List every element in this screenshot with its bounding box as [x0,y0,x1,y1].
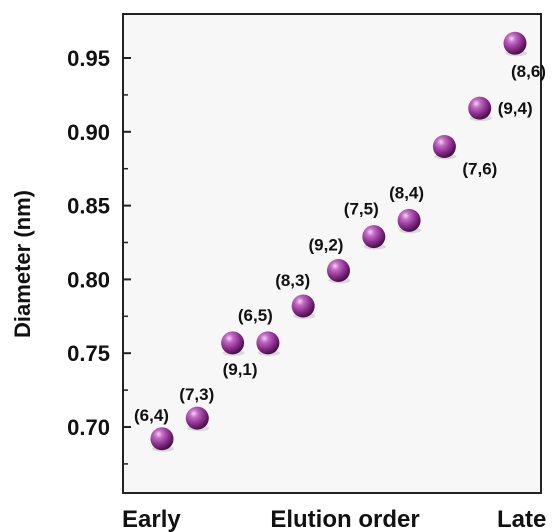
x-axis-title: Elution order [270,506,419,532]
data-point [397,208,421,232]
data-point [150,427,174,451]
data-point [468,96,492,120]
point-label: (7,5) [344,200,379,219]
point-label: (7,6) [462,160,497,179]
data-point [185,406,209,430]
data-point [432,135,456,159]
y-tick-label: 0.85 [67,194,110,219]
y-tick-label: 0.80 [67,267,110,292]
y-tick-label: 0.75 [67,341,110,366]
data-point [221,331,245,355]
data-point [362,225,386,249]
point-label: (9,1) [223,360,258,379]
point-label: (8,3) [275,271,310,290]
point-label: (6,4) [134,406,169,425]
point-label: (8,6) [511,62,546,81]
data-point [291,294,315,318]
point-label: (9,2) [309,236,344,255]
point-label: (9,4) [498,99,533,118]
data-points [150,31,527,452]
y-tick-label: 0.95 [67,46,110,71]
point-label: (7,3) [179,385,214,404]
data-point [256,331,280,355]
y-axis: 0.70 0.75 0.80 0.85 0.90 0.95 [67,46,131,465]
x-label-late: Late [497,506,546,532]
data-point [503,31,527,55]
y-axis-title: Diameter (nm) [10,190,35,338]
x-label-early: Early [122,506,181,532]
point-labels: (6,4) (7,3) (9,1) (6,5)(8,3) (9,2)(7,5) (8,4)… [134,62,546,425]
point-label: (6,5) [238,306,273,325]
data-point [327,259,350,283]
y-tick-label: 0.90 [67,120,110,145]
y-tick-label: 0.70 [67,415,110,440]
point-label: (8,4) [389,183,424,202]
